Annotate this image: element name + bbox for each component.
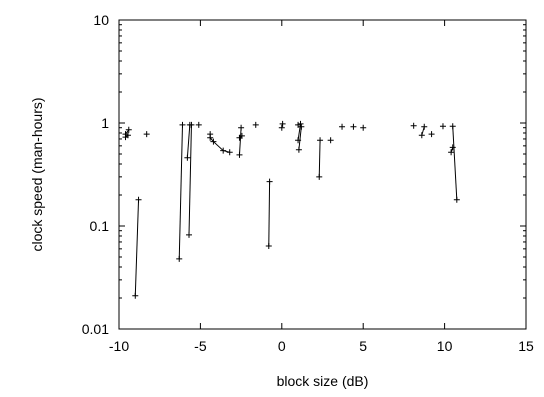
data-point [220, 147, 227, 154]
series-line [318, 140, 321, 177]
y-tick-label: 1 [101, 115, 109, 131]
series-line [452, 126, 458, 200]
x-tick-label: 10 [437, 338, 453, 354]
data-point [449, 144, 456, 151]
data-point [428, 131, 435, 138]
series-line [125, 129, 130, 135]
data-point [350, 123, 357, 130]
data-point [124, 132, 131, 139]
data-point [236, 151, 243, 158]
data-point [339, 123, 346, 130]
data-point [252, 121, 259, 128]
x-tick-label: 15 [518, 338, 534, 354]
data-point [176, 255, 183, 262]
y-tick-label: 0.1 [90, 218, 110, 234]
data-point [410, 122, 417, 129]
x-tick-label: 0 [278, 338, 286, 354]
data-point [317, 137, 324, 144]
data-point [207, 134, 214, 141]
series-line [186, 124, 191, 158]
y-axis-ticks: 0.01 0.1 1 10 [82, 12, 526, 337]
data-point [439, 123, 446, 130]
data-point [210, 138, 217, 145]
data-point [421, 123, 428, 130]
data-point [132, 292, 139, 299]
x-tick-label: 5 [359, 338, 367, 354]
x-axis-ticks: -10 -5 0 5 10 15 [109, 20, 534, 354]
data-point [143, 131, 150, 138]
data-point [184, 154, 191, 161]
data-point [135, 196, 142, 203]
series-line [134, 199, 140, 296]
data-point [125, 126, 132, 133]
data-point [360, 124, 367, 131]
x-axis-label: block size (dB) [277, 373, 369, 389]
data-point [195, 121, 202, 128]
data-point [226, 149, 233, 156]
data-point [316, 173, 323, 180]
y-tick-label: 0.01 [82, 321, 109, 337]
data-point [179, 121, 186, 128]
data-point [418, 132, 425, 139]
data-point [449, 123, 456, 130]
series-line [238, 127, 242, 155]
data-point [278, 124, 285, 131]
data-point [297, 120, 304, 127]
data-point [298, 123, 305, 130]
series-line [188, 124, 192, 235]
data-point [238, 124, 245, 131]
y-tick-label: 10 [93, 12, 109, 28]
data-point [238, 132, 245, 139]
data-point [266, 178, 273, 185]
data-point [453, 196, 460, 203]
data-point [265, 242, 272, 249]
data-point [186, 231, 193, 238]
data-point [279, 120, 286, 127]
data-point [327, 137, 334, 144]
y-axis-label: clock speed (man-hours) [29, 97, 45, 251]
data-point [295, 146, 302, 153]
data-point [448, 149, 455, 156]
x-tick-label: -10 [109, 338, 129, 354]
data-point [188, 121, 195, 128]
data-point [295, 137, 302, 144]
series-line [268, 181, 271, 246]
series-line [298, 126, 302, 150]
plot-frame [118, 19, 527, 330]
series-line [178, 124, 183, 259]
series-layer [122, 120, 460, 299]
x-tick-label: -5 [194, 338, 207, 354]
